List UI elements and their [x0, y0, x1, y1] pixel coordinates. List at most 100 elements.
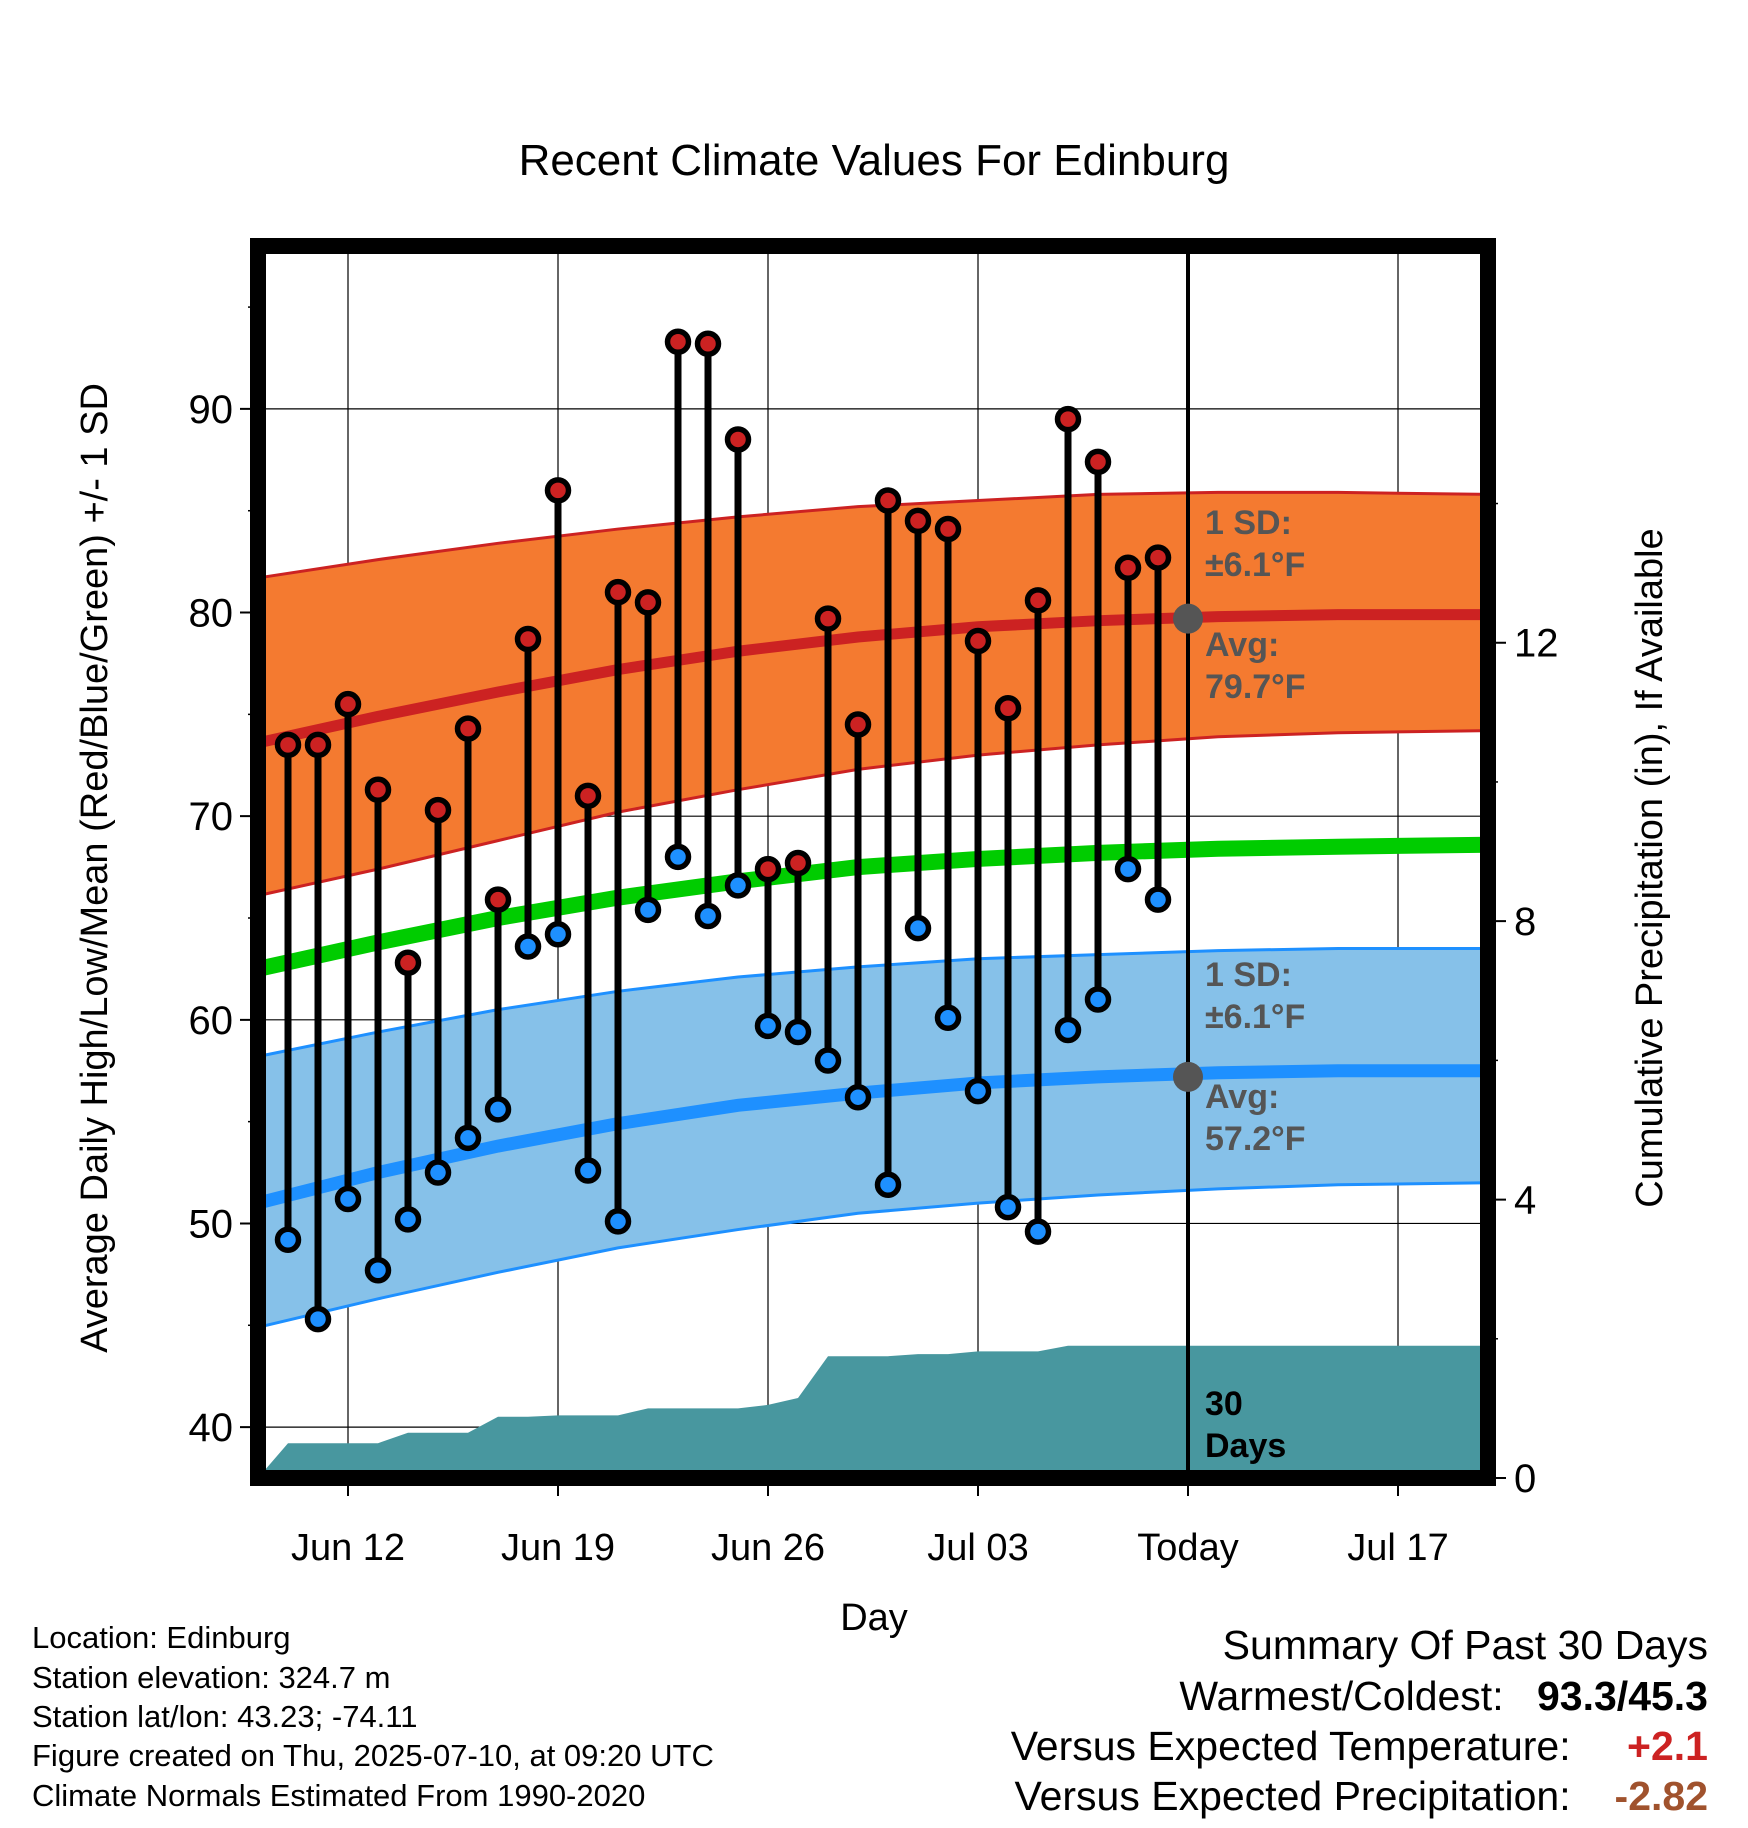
low-temp-point: [1054, 1016, 1082, 1044]
low-temp-point: [484, 1096, 512, 1123]
low-temp-point: [634, 896, 662, 924]
info-location: Location: Edinburg: [32, 1620, 291, 1655]
low-sd-value: ±6.1°F: [1205, 998, 1305, 1036]
high-temp-point: [634, 589, 662, 616]
high-temp-point: [844, 711, 872, 738]
high-temp-point: [904, 507, 932, 535]
summary-precip: Versus Expected Precipitation: -2.82: [1015, 1776, 1709, 1817]
low-temp-point: [814, 1047, 842, 1074]
low-temp-point: [604, 1208, 632, 1235]
low-temp-point: [754, 1012, 782, 1040]
high-temp-point: [934, 515, 962, 543]
y2-tick-label: 4: [1514, 1179, 1536, 1223]
x-tick-label: Jun 12: [291, 1527, 405, 1569]
summary-warm-cold-label: Warmest/Coldest:: [1179, 1673, 1504, 1719]
high-avg-label: Avg:: [1205, 626, 1279, 664]
high-temp-point: [454, 715, 482, 742]
high-temp-point: [304, 731, 332, 759]
high-temp-point: [694, 330, 722, 357]
low-temp-point: [1024, 1218, 1052, 1245]
low-temp-point: [1144, 886, 1172, 913]
chart-title: Recent Climate Values For Edinburg: [519, 136, 1230, 185]
high-normal-line: [256, 609, 1488, 749]
low-avg-label: Avg:: [1205, 1078, 1279, 1116]
high-temp-point: [484, 886, 512, 913]
high-temp-point: [1084, 448, 1112, 476]
low-temp-point: [514, 933, 542, 960]
x-tick-label: Jul 03: [927, 1527, 1028, 1569]
x-tick-label: Today: [1137, 1527, 1238, 1569]
high-temp-point: [994, 695, 1022, 722]
today-high-normal-marker: [1173, 603, 1203, 634]
low-sd-band: [258, 948, 1488, 1328]
high-temp-point: [334, 690, 362, 718]
summary-temp-value: +2.1: [1627, 1723, 1708, 1769]
high-temp-point: [1144, 544, 1172, 571]
plot-area: 1 SD: ±6.1°F Avg: 79.7°F 1 SD: ±6.1°F Avg: 57.2…: [189, 238, 1559, 1569]
x-axis-label: Day: [840, 1597, 908, 1639]
y-tick-label: 90: [189, 388, 234, 432]
high-sd-value: ±6.1°F: [1205, 546, 1305, 584]
low-temp-point: [394, 1206, 422, 1233]
low-temp-point: [694, 902, 722, 930]
low-temp-point: [904, 914, 932, 942]
low-temp-point: [1084, 986, 1112, 1013]
x-tick-label: Jun 19: [501, 1527, 615, 1569]
high-temp-point: [364, 776, 392, 803]
high-avg-value: 79.7°F: [1205, 668, 1306, 706]
info-normals: Climate Normals Estimated From 1990-2020: [32, 1778, 646, 1813]
summary-warm-cold-value: 93.3/45.3: [1537, 1673, 1708, 1719]
high-temp-point: [754, 855, 782, 883]
low-temp-point: [874, 1171, 902, 1199]
high-temp-point: [274, 731, 302, 759]
high-temp-point: [394, 949, 422, 977]
high-temp-point: [544, 477, 572, 504]
summary-title: Summary Of Past 30 Days: [1222, 1622, 1708, 1668]
precipitation-area: [258, 1345, 1488, 1478]
high-temp-point: [724, 426, 752, 453]
high-temp-point: [574, 782, 602, 810]
y2-axis-label: Cumulative Precipitation (in), If Availa…: [1629, 528, 1671, 1207]
low-temp-point: [544, 921, 572, 948]
high-temp-point: [514, 625, 542, 653]
low-temp-point: [1114, 855, 1142, 883]
plot-frame: [250, 238, 1496, 1486]
low-temp-point: [724, 872, 752, 899]
summary-temp: Versus Expected Temperature: +2.1: [1011, 1726, 1708, 1767]
low-temp-point: [274, 1226, 302, 1253]
y-axis-label: Average Daily High/Low/Mean (Red/Blue/Gr…: [74, 383, 116, 1353]
low-temp-point: [784, 1018, 812, 1046]
y-tick-label: 40: [189, 1406, 234, 1450]
high-sd-label: 1 SD:: [1205, 504, 1292, 542]
high-temp-point: [874, 487, 902, 514]
y-tick-label: 50: [189, 1202, 234, 1246]
info-latlon: Station lat/lon: 43.23; -74.11: [32, 1699, 418, 1734]
summary-temp-label: Versus Expected Temperature:: [1010, 1723, 1571, 1769]
low-temp-point: [934, 1004, 962, 1032]
low-temp-point: [964, 1077, 992, 1105]
low-temp-point: [574, 1157, 602, 1184]
high-sd-band: [258, 492, 1488, 896]
info-created: Figure created on Thu, 2025-07-10, at 09…: [32, 1738, 714, 1773]
high-temp-point: [784, 849, 812, 877]
high-temp-point: [424, 796, 452, 824]
high-temp-point: [1024, 587, 1052, 614]
info-elevation: Station elevation: 324.7 m: [32, 1660, 391, 1695]
low-temp-point: [334, 1185, 362, 1213]
low-temp-point: [664, 843, 692, 871]
low-temp-point: [994, 1193, 1022, 1221]
y2-tick-label: 0: [1514, 1457, 1536, 1501]
y-tick-label: 80: [189, 592, 234, 636]
y-tick-label: 60: [189, 999, 234, 1043]
low-temp-point: [844, 1083, 872, 1111]
x-tick-label: Jun 26: [711, 1527, 825, 1569]
low-temp-point: [424, 1159, 452, 1186]
high-sd-band-upper-edge: [257, 490, 1489, 580]
high-temp-point: [604, 578, 632, 606]
summary-precip-value: -2.82: [1614, 1773, 1708, 1819]
high-temp-point: [814, 605, 842, 632]
days-label-text: Days: [1205, 1427, 1286, 1465]
low-avg-value: 57.2°F: [1205, 1120, 1306, 1158]
today-low-normal-marker: [1173, 1061, 1203, 1092]
